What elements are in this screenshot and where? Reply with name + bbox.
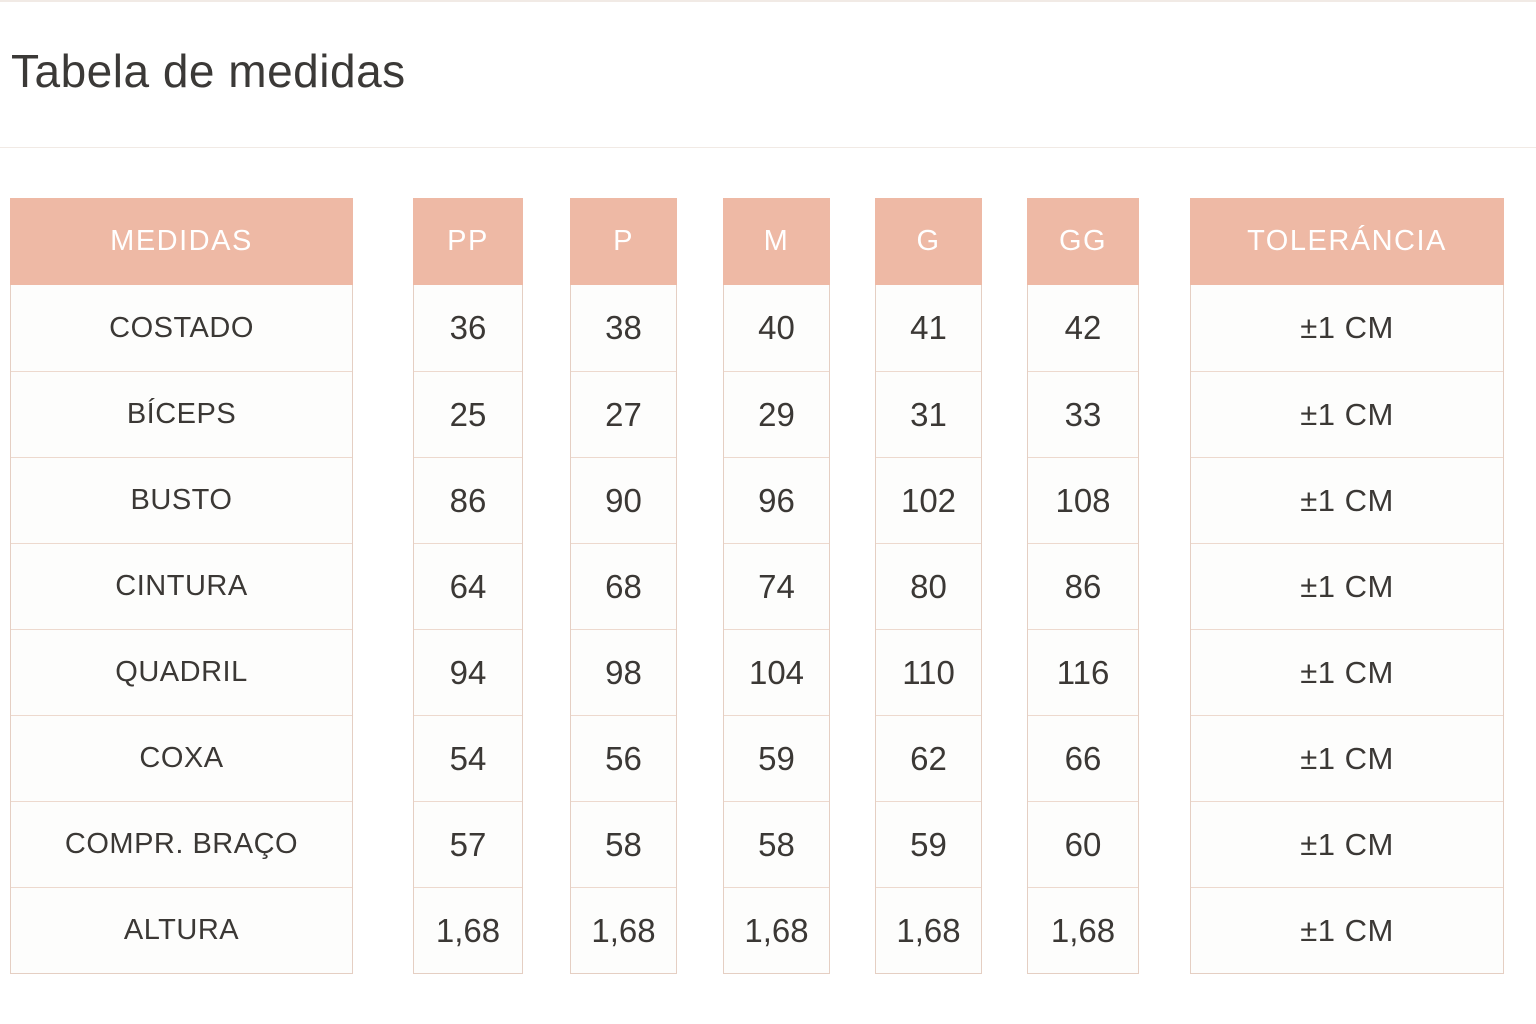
column-header-gg: GG [1027,198,1139,285]
table-cell-tolerancia-row5: ±1 CM [1191,715,1503,801]
size-table-column-gg: GG 42 33 108 86 116 66 60 1,68 [1027,198,1139,974]
table-cell-g-row3: 80 [876,543,981,629]
table-cell-medidas-row1: BÍCEPS [11,371,352,457]
column-body-pp: 36 25 86 64 94 54 57 1,68 [413,285,523,974]
table-cell-tolerancia-row7: ±1 CM [1191,887,1503,973]
table-cell-medidas-row6: COMPR. BRAÇO [11,801,352,887]
page-title: Tabela de medidas [11,45,406,97]
table-cell-m-row6: 58 [724,801,829,887]
table-cell-m-row4: 104 [724,629,829,715]
table-cell-gg-row4: 116 [1028,629,1138,715]
table-cell-m-row1: 29 [724,371,829,457]
table-cell-g-row5: 62 [876,715,981,801]
table-cell-pp-row3: 64 [414,543,522,629]
table-cell-tolerancia-row6: ±1 CM [1191,801,1503,887]
size-table-column-p: P 38 27 90 68 98 56 58 1,68 [570,198,677,974]
column-header-g: G [875,198,982,285]
table-cell-p-row6: 58 [571,801,676,887]
table-cell-pp-row5: 54 [414,715,522,801]
table-cell-medidas-row7: ALTURA [11,887,352,973]
table-cell-g-row7: 1,68 [876,887,981,973]
table-cell-gg-row1: 33 [1028,371,1138,457]
size-table-column-g: G 41 31 102 80 110 62 59 1,68 [875,198,982,974]
table-cell-p-row4: 98 [571,629,676,715]
top-border-line [0,0,1536,2]
column-body-tolerancia: ±1 CM ±1 CM ±1 CM ±1 CM ±1 CM ±1 CM ±1 CM ±1 CM [1190,285,1504,974]
table-cell-pp-row1: 25 [414,371,522,457]
table-cell-m-row5: 59 [724,715,829,801]
table-cell-g-row2: 102 [876,457,981,543]
table-cell-m-row7: 1,68 [724,887,829,973]
table-cell-tolerancia-row4: ±1 CM [1191,629,1503,715]
column-header-medidas: MEDIDAS [10,198,353,285]
size-table-column-m: M 40 29 96 74 104 59 58 1,68 [723,198,830,974]
size-table-column-tolerancia: TOLERÁNCIA ±1 CM ±1 CM ±1 CM ±1 CM ±1 CM ±1 CM… [1190,198,1504,974]
table-cell-medidas-row0: COSTADO [109,311,254,344]
table-cell-gg-row3: 86 [1028,543,1138,629]
table-cell-medidas-row2: BUSTO [11,457,352,543]
column-header-m: M [723,198,830,285]
table-cell-tolerancia-row2: ±1 CM [1191,457,1503,543]
table-cell-g-row1: 31 [876,371,981,457]
column-body-p: 38 27 90 68 98 56 58 1,68 [570,285,677,974]
column-header-tolerancia: TOLERÁNCIA [1190,198,1504,285]
column-body-g: 41 31 102 80 110 62 59 1,68 [875,285,982,974]
size-table-column-pp: PP 36 25 86 64 94 54 57 1,68 [413,198,523,974]
column-header-pp: PP [413,198,523,285]
table-cell-p-row5: 56 [571,715,676,801]
table-cell-m-row0: 40 [758,309,795,346]
table-cell-m-row2: 96 [724,457,829,543]
table-cell-medidas-row4: QUADRIL [11,629,352,715]
table-cell-medidas-row5: COXA [11,715,352,801]
table-cell-medidas-row3: CINTURA [11,543,352,629]
table-cell-pp-row4: 94 [414,629,522,715]
size-table-column-medidas: MEDIDAS COSTADO BÍCEPS BUSTO CINTURA QUADRIL C… [10,198,353,974]
table-cell-gg-row7: 1,68 [1028,887,1138,973]
table-cell-g-row0: 41 [910,309,947,346]
table-cell-tolerancia-row3: ±1 CM [1191,543,1503,629]
table-cell-pp-row6: 57 [414,801,522,887]
table-cell-p-row1: 27 [571,371,676,457]
column-body-medidas: COSTADO BÍCEPS BUSTO CINTURA QUADRIL COXA COMP… [10,285,353,974]
column-body-gg: 42 33 108 86 116 66 60 1,68 [1027,285,1139,974]
table-cell-g-row4: 110 [876,629,981,715]
table-cell-m-row3: 74 [724,543,829,629]
table-cell-p-row0: 38 [605,309,642,346]
column-header-p: P [570,198,677,285]
table-cell-gg-row6: 60 [1028,801,1138,887]
table-cell-g-row6: 59 [876,801,981,887]
table-cell-tolerancia-row0: ±1 CM [1300,310,1394,345]
table-cell-p-row7: 1,68 [571,887,676,973]
title-divider [0,147,1536,148]
table-cell-gg-row5: 66 [1028,715,1138,801]
table-cell-pp-row7: 1,68 [414,887,522,973]
table-cell-gg-row0: 42 [1064,309,1102,346]
column-body-m: 40 29 96 74 104 59 58 1,68 [723,285,830,974]
table-cell-pp-row0: 36 [449,309,487,346]
table-cell-pp-row2: 86 [414,457,522,543]
table-cell-tolerancia-row1: ±1 CM [1191,371,1503,457]
table-cell-gg-row2: 108 [1028,457,1138,543]
table-cell-p-row2: 90 [571,457,676,543]
size-table: MEDIDAS COSTADO BÍCEPS BUSTO CINTURA QUADRIL C… [0,198,1536,976]
table-cell-p-row3: 68 [571,543,676,629]
